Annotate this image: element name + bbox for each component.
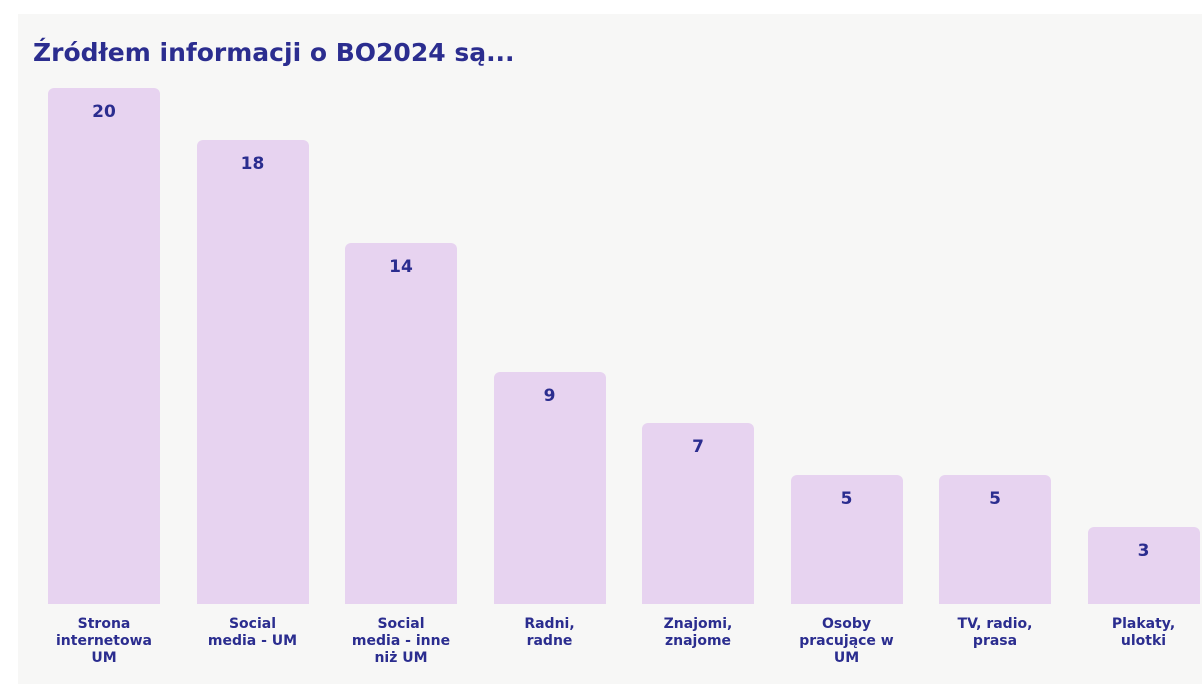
value-label: 14: [389, 256, 413, 277]
x-tick-label: Znajomi, znajome: [663, 616, 733, 649]
x-tick-label: Social media - UM: [207, 616, 298, 649]
value-label: 20: [92, 102, 116, 122]
x-tick-label: Strona internetowa UM: [55, 616, 152, 666]
x-tick-label: Radni, radne: [524, 616, 575, 649]
x-tick-label: Plakaty, ulotki: [1111, 616, 1176, 649]
value-label: 7: [692, 437, 704, 458]
x-tick-label: Social media - inne niż UM: [351, 616, 451, 666]
value-label: 5: [840, 489, 853, 509]
bar: [790, 475, 903, 604]
value-label: 3: [1137, 540, 1150, 561]
value-label: 5: [989, 489, 1001, 509]
bar: [493, 371, 606, 604]
bar: [1087, 526, 1200, 604]
value-label: 9: [543, 385, 556, 406]
x-tick-label: TV, radio, prasa: [957, 616, 1033, 649]
value-label: 18: [240, 153, 265, 174]
bar: [345, 242, 457, 604]
chart-panel: Źródłem informacji o BO2024 są... 20 Stro…: [18, 14, 1202, 684]
x-tick-label: Osoby pracujące w UM: [799, 616, 894, 666]
bar: [642, 423, 754, 604]
chart-title: Źródłem informacji o BO2024 są...: [33, 38, 515, 67]
bar: [196, 139, 309, 604]
bar: [939, 475, 1051, 604]
bar: [48, 88, 160, 604]
